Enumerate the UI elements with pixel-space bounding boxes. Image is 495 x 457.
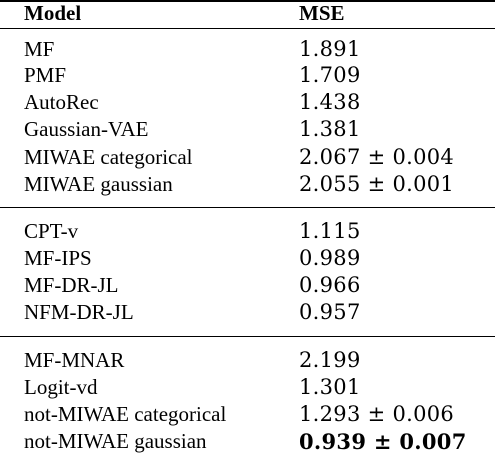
table-row: NFM-DR-JL 0.957 (0, 299, 495, 326)
group-separator-1 (0, 207, 495, 208)
mse-value: 2.067 ± 0.004 (299, 145, 455, 169)
model-name: PMF (24, 63, 67, 87)
model-name: MF-MNAR (24, 348, 125, 372)
model-name: CPT-v (24, 219, 79, 243)
table-row: AutoRec 1.438 (0, 89, 495, 116)
model-name: MIWAE gaussian (24, 172, 173, 196)
table-row: not-MIWAE gaussian 0.939 ± 0.007 (0, 428, 495, 455)
table-row: MF 1.891 (0, 36, 495, 63)
table-row: MF-MNAR 2.199 (0, 347, 495, 374)
mse-value: 0.957 (299, 300, 361, 324)
model-name: NFM-DR-JL (24, 300, 134, 324)
table-header-row: Model MSE (0, 0, 495, 27)
top-rule (0, 0, 495, 2)
table-row: Gaussian-VAE 1.381 (0, 116, 495, 143)
table-row: not-MIWAE categorical 1.293 ± 0.006 (0, 401, 495, 428)
table-row: Logit-vd 1.301 (0, 374, 495, 401)
model-name: MIWAE categorical (24, 145, 193, 169)
table-row: MIWAE gaussian 2.055 ± 0.001 (0, 171, 495, 198)
table-row: PMF 1.709 (0, 62, 495, 89)
mse-value: 2.199 (299, 348, 361, 372)
model-name: Logit-vd (24, 375, 98, 399)
model-name: MF-DR-JL (24, 273, 119, 297)
mse-value: 1.381 (299, 117, 361, 141)
header-mse: MSE (299, 1, 345, 25)
mse-value: 1.293 ± 0.006 (299, 402, 455, 426)
mse-value: 0.966 (299, 273, 361, 297)
mse-value: 1.891 (299, 37, 361, 61)
mse-value-best: 0.939 ± 0.007 (299, 429, 467, 454)
model-name: MF-IPS (24, 246, 92, 270)
group-separator-2 (0, 336, 495, 337)
header-model: Model (24, 1, 82, 25)
model-name: AutoRec (24, 90, 99, 114)
table-row: MF-IPS 0.989 (0, 245, 495, 272)
table-row: CPT-v 1.115 (0, 218, 495, 245)
model-name: MF (24, 37, 55, 61)
mse-value: 1.709 (299, 63, 361, 87)
mse-value: 2.055 ± 0.001 (299, 172, 455, 196)
model-name: not-MIWAE gaussian (24, 429, 207, 453)
model-name: Gaussian-VAE (24, 117, 149, 141)
table-row: MF-DR-JL 0.966 (0, 272, 495, 299)
header-rule (0, 28, 495, 29)
mse-value: 1.115 (299, 219, 361, 243)
model-name: not-MIWAE categorical (24, 402, 227, 426)
mse-value: 1.301 (299, 375, 361, 399)
mse-value: 1.438 (299, 90, 361, 114)
mse-value: 0.989 (299, 246, 361, 270)
table-row: MIWAE categorical 2.067 ± 0.004 (0, 144, 495, 171)
